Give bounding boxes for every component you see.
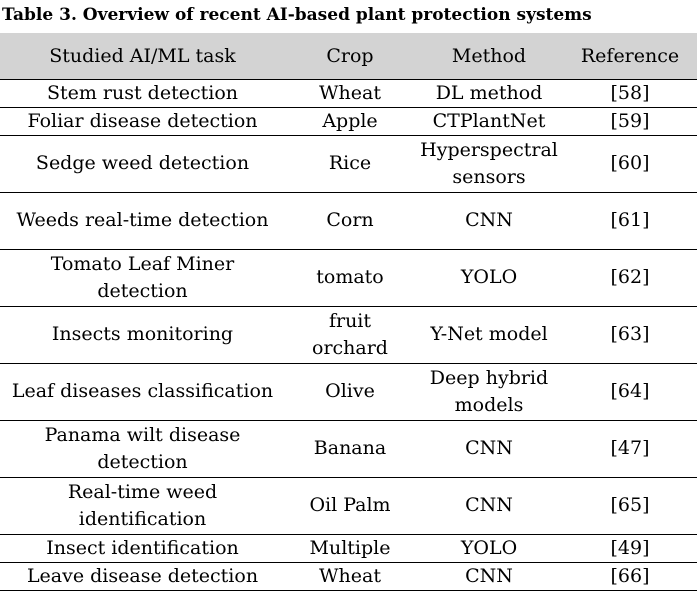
cell-method: Deep hybrid models (415, 363, 563, 421)
cell-crop: Banana (285, 420, 415, 478)
cell-method: YOLO (415, 249, 563, 307)
cell-task: Real-time weed identification (0, 477, 285, 535)
cell-task: Insect identification (0, 534, 285, 563)
cell-task: Panama wilt disease detection (0, 420, 285, 478)
cell-reference: [65] (563, 477, 697, 535)
table-row: Leave disease detection Wheat CNN [66] (0, 562, 697, 591)
table-header-row: Studied AI/ML task Crop Method Reference (0, 33, 697, 80)
header-crop: Crop (285, 33, 415, 80)
table-row: Tomato Leaf Miner detection tomato YOLO … (0, 249, 697, 307)
cell-crop: Wheat (285, 562, 415, 591)
cell-crop: Corn (285, 192, 415, 250)
cell-crop: Olive (285, 363, 415, 421)
cell-method: YOLO (415, 534, 563, 563)
cell-crop: tomato (285, 249, 415, 307)
table-row: Stem rust detection Wheat DL method [58] (0, 79, 697, 108)
table-row: Weeds real-time detection Corn CNN [61] (0, 192, 697, 250)
cell-task: Sedge weed detection (0, 135, 285, 193)
cell-crop: fruit orchard (285, 306, 415, 364)
cell-task: Stem rust detection (0, 79, 285, 108)
cell-method: CTPlantNet (415, 107, 563, 136)
cell-reference: [47] (563, 420, 697, 478)
header-task: Studied AI/ML task (0, 33, 285, 80)
cell-task: Weeds real-time detection (0, 192, 285, 250)
cell-reference: [62] (563, 249, 697, 307)
table-row: Insect identification Multiple YOLO [49] (0, 534, 697, 563)
cell-reference: [63] (563, 306, 697, 364)
cell-crop: Wheat (285, 79, 415, 108)
table-row: Foliar disease detection Apple CTPlantNe… (0, 107, 697, 136)
table-caption: Table 3. Overview of recent AI-based pla… (2, 5, 592, 25)
cell-method: DL method (415, 79, 563, 108)
cell-reference: [60] (563, 135, 697, 193)
cell-task: Insects monitoring (0, 306, 285, 364)
table-row: Leaf diseases classification Olive Deep … (0, 363, 697, 421)
cell-reference: [58] (563, 79, 697, 108)
cell-crop: Multiple (285, 534, 415, 563)
cell-reference: [66] (563, 562, 697, 591)
cell-method: CNN (415, 477, 563, 535)
cell-reference: [49] (563, 534, 697, 563)
cell-method: Hyperspectral sensors (415, 135, 563, 193)
cell-method: CNN (415, 562, 563, 591)
cell-reference: [59] (563, 107, 697, 136)
cell-crop: Apple (285, 107, 415, 136)
cell-task: Leaf diseases classification (0, 363, 285, 421)
header-method: Method (415, 33, 563, 80)
overview-table: Studied AI/ML task Crop Method Reference… (0, 33, 697, 591)
table-row: Insects monitoring fruit orchard Y-Net m… (0, 306, 697, 364)
table-row: Sedge weed detection Rice Hyperspectral … (0, 135, 697, 193)
cell-task: Tomato Leaf Miner detection (0, 249, 285, 307)
table-row: Panama wilt disease detection Banana CNN… (0, 420, 697, 478)
table-row: Real-time weed identification Oil Palm C… (0, 477, 697, 535)
header-reference: Reference (563, 33, 697, 80)
cell-task: Leave disease detection (0, 562, 285, 591)
cell-method: CNN (415, 420, 563, 478)
cell-crop: Oil Palm (285, 477, 415, 535)
cell-reference: [64] (563, 363, 697, 421)
cell-method: CNN (415, 192, 563, 250)
cell-crop: Rice (285, 135, 415, 193)
cell-task: Foliar disease detection (0, 107, 285, 136)
cell-method: Y-Net model (415, 306, 563, 364)
cell-reference: [61] (563, 192, 697, 250)
